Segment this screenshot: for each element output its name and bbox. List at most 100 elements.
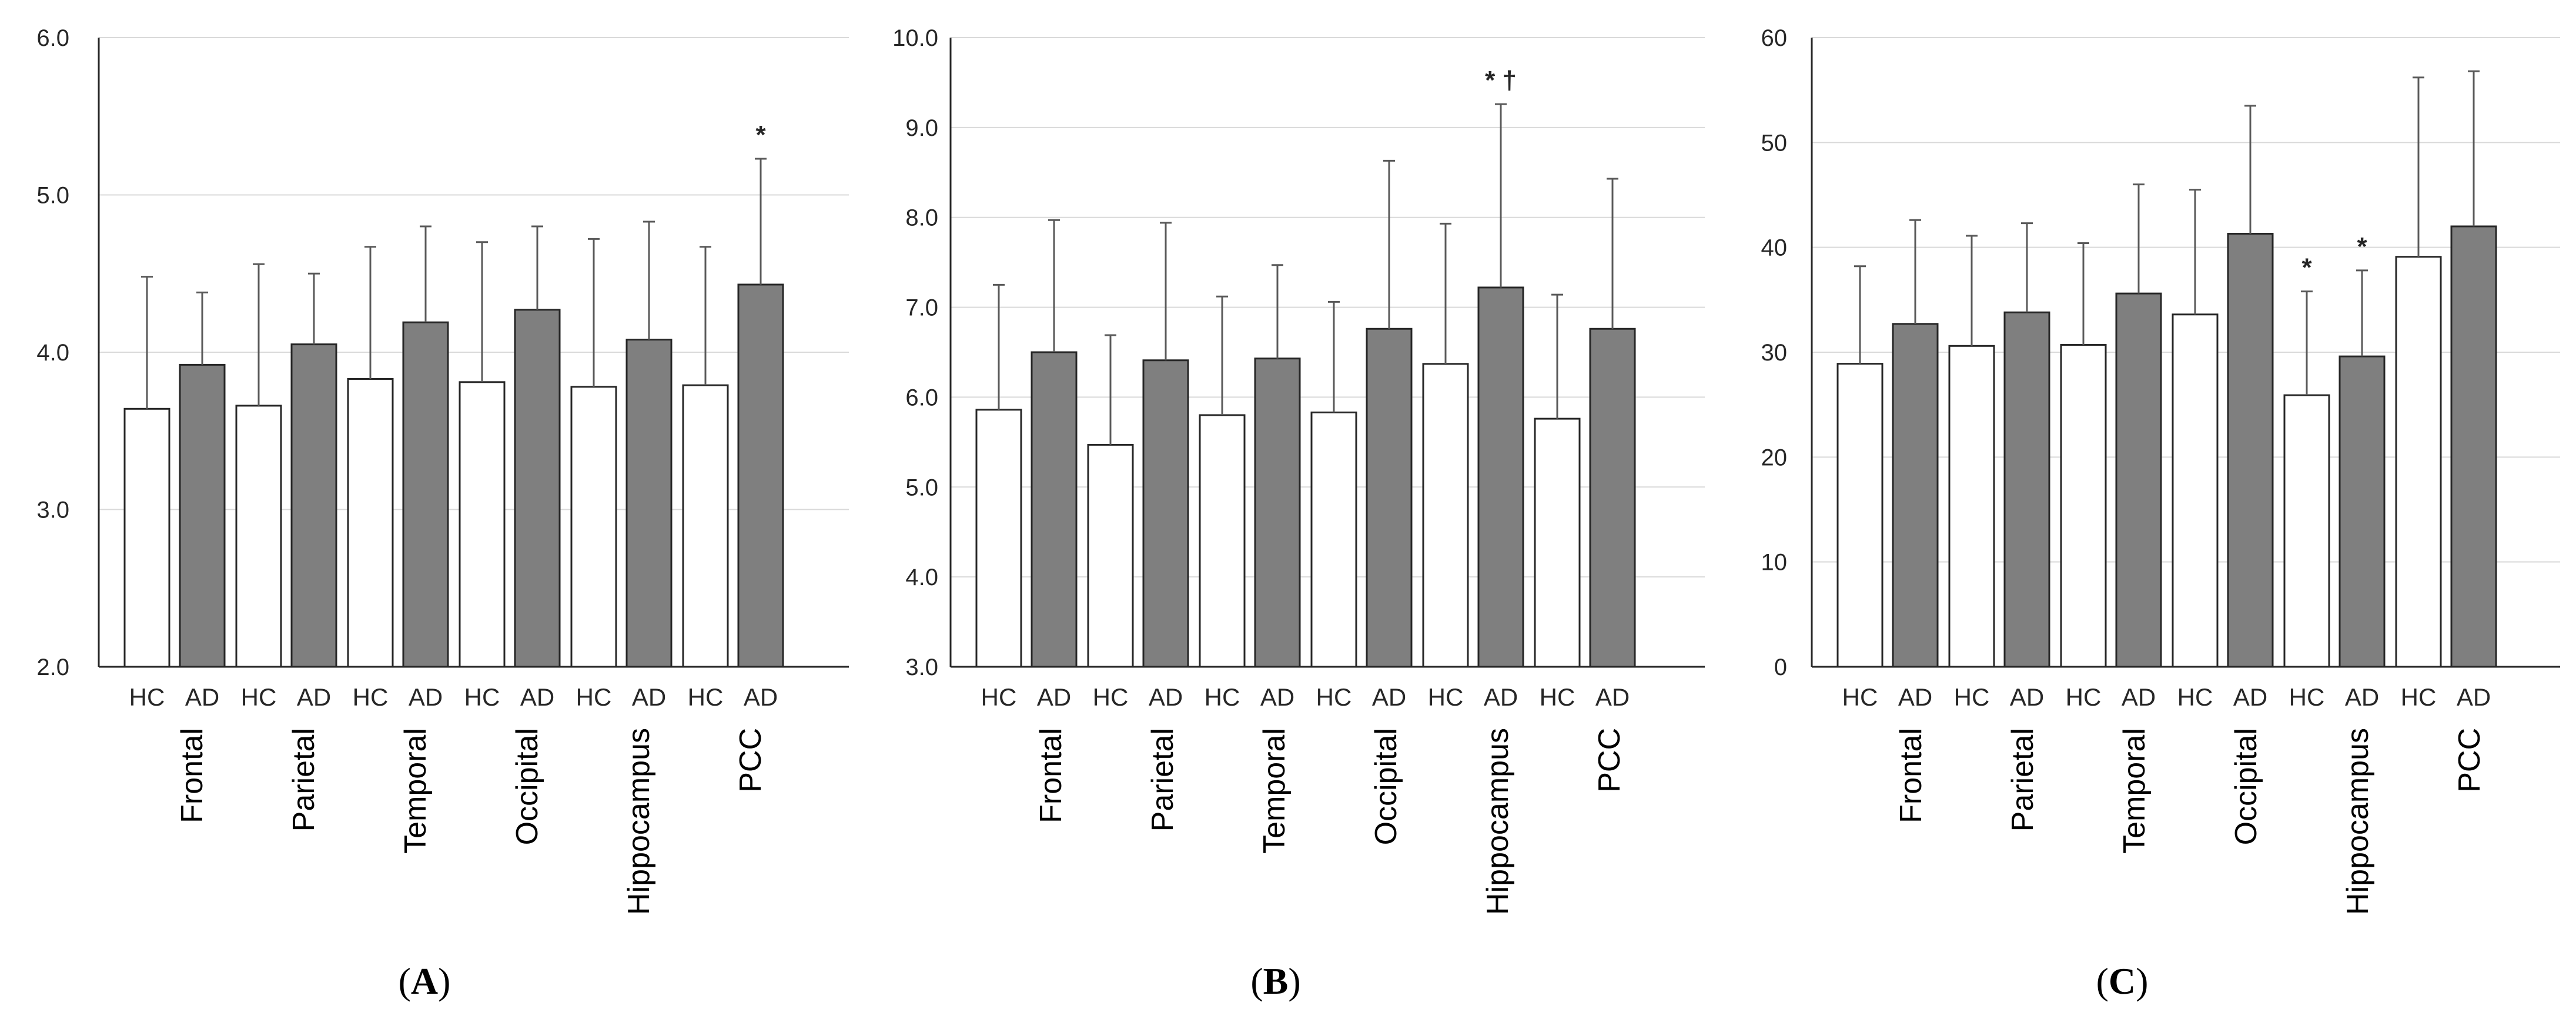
y-tick-label: 2.0 bbox=[36, 654, 69, 680]
category-label-temporal: Temporal bbox=[1257, 728, 1292, 854]
y-tick-label: 6.0 bbox=[36, 25, 69, 51]
group-label: HC bbox=[129, 683, 165, 711]
group-label: HC bbox=[2066, 683, 2102, 711]
group-label: HC bbox=[1428, 683, 1464, 711]
bar-hc-temporal bbox=[1199, 414, 1246, 668]
group-label: HC bbox=[2289, 683, 2325, 711]
bar-ad-frontal bbox=[1031, 351, 1078, 668]
bar-ad-temporal bbox=[402, 321, 449, 668]
group-label: HC bbox=[1954, 683, 1990, 711]
bar-hc-occipital bbox=[459, 381, 506, 668]
y-tick-label: 40 bbox=[1761, 235, 1788, 261]
bar-ad-frontal bbox=[179, 363, 226, 668]
y-tick-label: 10.0 bbox=[892, 25, 938, 51]
bar-ad-occipital bbox=[2227, 232, 2274, 668]
bar-ad-occipital bbox=[1366, 328, 1413, 668]
group-label: AD bbox=[1484, 683, 1518, 711]
bar-hc-hippocampus bbox=[1422, 363, 1469, 668]
group-label: HC bbox=[353, 683, 389, 711]
group-label: AD bbox=[632, 683, 666, 711]
category-label-pcc: PCC bbox=[734, 728, 768, 793]
panel-letter: A bbox=[411, 960, 438, 1002]
category-label-hippocampus: Hippocampus bbox=[2341, 728, 2375, 915]
bar-hc-parietal bbox=[235, 405, 282, 668]
group-label: HC bbox=[1540, 683, 1575, 711]
bar-ad-parietal bbox=[2003, 311, 2050, 668]
category-label-frontal: Frontal bbox=[175, 728, 209, 823]
bar-hc-pcc bbox=[1534, 417, 1581, 668]
category-label-occipital: Occipital bbox=[2229, 728, 2263, 845]
group-label: AD bbox=[1149, 683, 1183, 711]
bar-hc-hippocampus bbox=[2283, 394, 2330, 668]
y-tick-label: 5.0 bbox=[905, 475, 938, 500]
category-label-occipital: Occipital bbox=[510, 728, 544, 845]
y-tick-label: 20 bbox=[1761, 445, 1788, 470]
bar-hc-frontal bbox=[975, 409, 1022, 668]
group-label: AD bbox=[2457, 683, 2491, 711]
group-label: HC bbox=[1205, 683, 1240, 711]
group-label: AD bbox=[1037, 683, 1071, 711]
bar-ad-temporal bbox=[2115, 292, 2162, 668]
group-label: HC bbox=[1316, 683, 1352, 711]
bar-hc-occipital bbox=[2172, 313, 2219, 668]
category-label-pcc: PCC bbox=[2453, 728, 2487, 793]
significance-marker: * bbox=[755, 121, 766, 149]
category-label-hippocampus: Hippocampus bbox=[622, 728, 656, 915]
y-tick-label: 30 bbox=[1761, 340, 1788, 366]
group-label: AD bbox=[2233, 683, 2267, 711]
group-label: AD bbox=[1595, 683, 1630, 711]
bar-hc-parietal bbox=[1087, 443, 1134, 668]
y-tick-label: 60 bbox=[1761, 25, 1788, 51]
panel-letter: B bbox=[1263, 960, 1289, 1002]
y-tick-label: 4.0 bbox=[905, 564, 938, 590]
category-label-parietal: Parietal bbox=[1146, 728, 1180, 831]
bar-ad-hippocampus bbox=[2339, 355, 2386, 668]
category-label-hippocampus: Hippocampus bbox=[1481, 728, 1515, 915]
group-label: HC bbox=[688, 683, 724, 711]
y-tick-label: 3.0 bbox=[36, 497, 69, 523]
bar-ad-pcc bbox=[1589, 328, 1636, 668]
y-tick-label: 7.0 bbox=[905, 295, 938, 321]
bar-ad-temporal bbox=[1254, 358, 1301, 668]
bar-hc-hippocampus bbox=[570, 386, 617, 668]
category-label-parietal: Parietal bbox=[287, 728, 321, 831]
chart-panel-b: 3.0 4.0 5.0 6.0 7.0 8.0 9.0 10.0 HC AD Frontal HC AD… bbox=[892, 25, 1705, 1002]
chart-panel-c: 0 10 20 30 40 50 60 HC AD Frontal HC AD Parietal HC AD… bbox=[1761, 25, 2560, 1002]
bar-ad-pcc bbox=[2450, 225, 2497, 668]
group-label: AD bbox=[185, 683, 219, 711]
bar-ad-pcc bbox=[737, 283, 784, 668]
y-tick-label: 3.0 bbox=[905, 654, 938, 680]
panel-label: (C) bbox=[2096, 960, 2149, 1002]
category-label-pcc: PCC bbox=[1593, 728, 1627, 793]
bar-ad-occipital bbox=[514, 309, 561, 668]
y-tick-label: 9.0 bbox=[905, 115, 938, 141]
y-tick-label: 4.0 bbox=[36, 340, 69, 366]
bar-ad-frontal bbox=[1892, 323, 1939, 668]
group-label: AD bbox=[297, 683, 331, 711]
bar-ad-parietal bbox=[290, 343, 337, 668]
y-tick-label: 10 bbox=[1761, 550, 1788, 576]
group-label: AD bbox=[2345, 683, 2379, 711]
group-label: AD bbox=[520, 683, 554, 711]
bar-ad-hippocampus bbox=[1477, 286, 1524, 668]
bar-hc-occipital bbox=[1310, 411, 1357, 668]
bar-hc-frontal bbox=[123, 407, 170, 668]
group-label: AD bbox=[409, 683, 443, 711]
significance-marker: * bbox=[2301, 253, 2312, 282]
bar-hc-temporal bbox=[347, 377, 394, 668]
bar-hc-pcc bbox=[682, 384, 729, 668]
group-label: AD bbox=[1372, 683, 1406, 711]
group-label: AD bbox=[2010, 683, 2044, 711]
group-label: HC bbox=[1093, 683, 1129, 711]
group-label: HC bbox=[1842, 683, 1878, 711]
group-label: HC bbox=[981, 683, 1017, 711]
y-tick-label: 0 bbox=[1774, 654, 1787, 680]
group-label: AD bbox=[1898, 683, 1932, 711]
category-label-temporal: Temporal bbox=[399, 728, 433, 854]
y-tick-label: 50 bbox=[1761, 130, 1788, 156]
category-label-temporal: Temporal bbox=[2117, 728, 2152, 854]
significance-marker: * † bbox=[1485, 66, 1517, 95]
category-label-frontal: Frontal bbox=[1894, 728, 1928, 823]
bar-hc-frontal bbox=[1836, 363, 1884, 668]
